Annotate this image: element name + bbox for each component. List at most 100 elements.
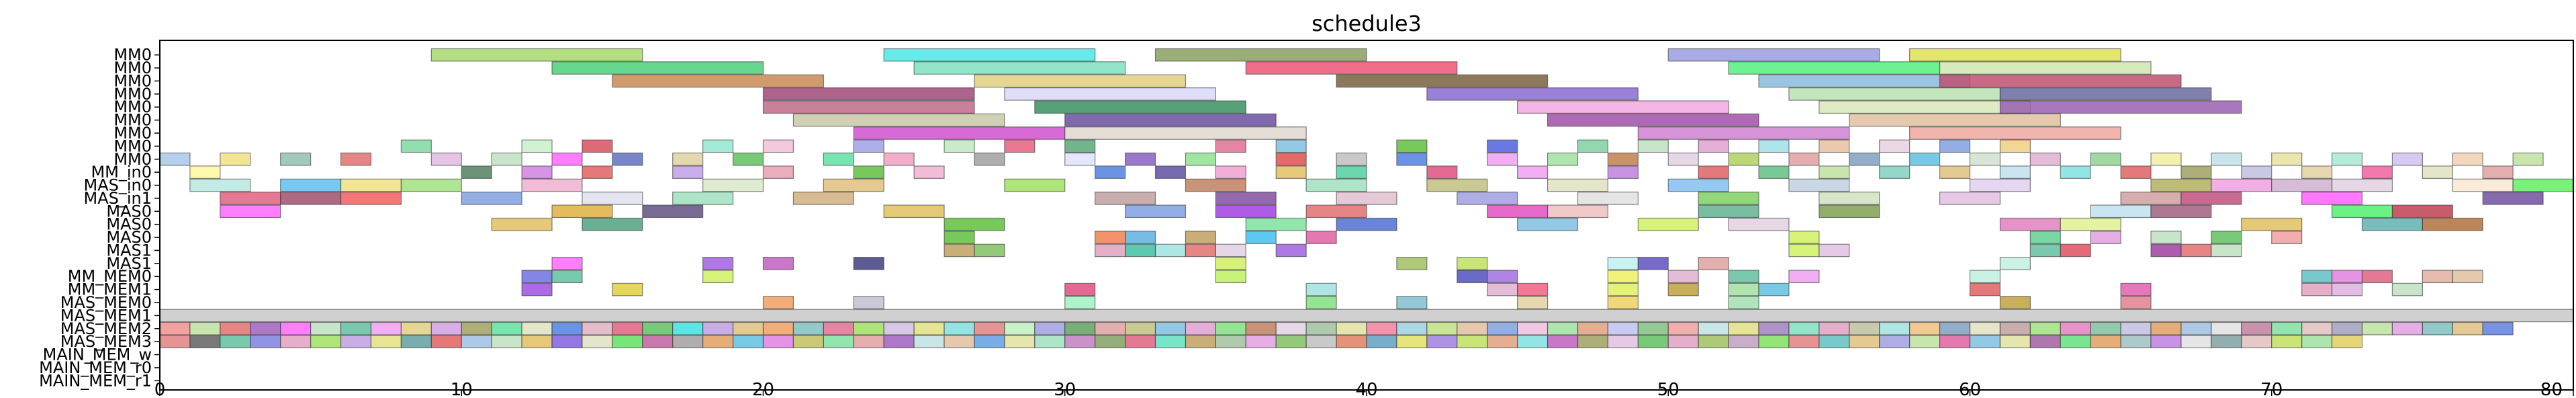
bar-mas-mem3-370 xyxy=(853,335,884,348)
bar-mas-mem2-311 xyxy=(1426,321,1458,335)
bar-mas-mem2-299 xyxy=(1064,321,1096,335)
bar-mm-mem1-246 xyxy=(1305,282,1337,296)
bar-mm0-38 xyxy=(853,139,884,153)
bar-mas-mem2-309 xyxy=(1366,321,1397,335)
bar-mm0-46 xyxy=(1577,139,1609,153)
bar-mas-mem3-407 xyxy=(1969,335,2001,348)
bar-mas0-178 xyxy=(944,217,1005,231)
bar-mm0-56 xyxy=(280,152,312,166)
bar-mm-mem0-238 xyxy=(2301,270,2333,284)
bar-mm-in0-114 xyxy=(2120,165,2152,179)
y-tick-label: MAS0 xyxy=(106,228,152,247)
bar-mas-mem2-317 xyxy=(1607,321,1639,335)
bar-mas1-212 xyxy=(2060,243,2091,257)
bar-mas-mem3-395 xyxy=(1607,335,1639,348)
bar-mas-mem2-328 xyxy=(1939,321,1971,335)
bar-mas0-197 xyxy=(2090,231,2121,244)
bar-mm0-18 xyxy=(1788,87,2001,101)
bar-mas-mem2-330 xyxy=(1999,321,2031,335)
bar-mm0-42 xyxy=(1215,139,1246,153)
bar-mm-in0-106 xyxy=(1607,165,1639,179)
bar-mas0-171 xyxy=(1819,204,1880,218)
bar-mas-mem3-355 xyxy=(400,335,432,348)
bar-mas-mem2-286 xyxy=(672,321,704,335)
bar-mas-mem3-363 xyxy=(642,335,674,348)
bar-mas-in1-148 xyxy=(792,192,854,205)
bar-mas-mem3-374 xyxy=(974,335,1005,348)
bar-mas-mem2-271 xyxy=(220,321,251,335)
bar-mas-mem2-306 xyxy=(1275,321,1307,335)
bar-mm0-48 xyxy=(1698,139,1729,153)
bar-mas-mem2-342 xyxy=(2361,321,2393,335)
x-tick-label: 50 xyxy=(1657,380,1680,398)
bar-mas0-170 xyxy=(1698,204,1759,218)
bar-mas-in1-155 xyxy=(1819,192,1880,205)
bar-mm0-45 xyxy=(1487,139,1518,153)
bar-mas0-165 xyxy=(1124,204,1187,218)
bar-mas-mem3-361 xyxy=(582,335,613,348)
bar-mas-mem3-369 xyxy=(823,335,854,348)
bar-mas0-179 xyxy=(1245,217,1307,231)
bar-mm0-16 xyxy=(1004,87,1216,101)
bar-mas-mem0-266 xyxy=(1999,296,2031,309)
bar-mas0-195 xyxy=(1788,231,1820,244)
bar-mas-mem2-275 xyxy=(340,321,372,335)
chart-title: schedule3 xyxy=(1312,11,1422,36)
bar-mas-mem3-419 xyxy=(2332,335,2363,348)
bar-mas-mem0-263 xyxy=(1517,296,1549,309)
bar-mas1-213 xyxy=(2150,243,2182,257)
y-tick-label: MM_MEM0 xyxy=(68,267,152,286)
bar-mm0-62 xyxy=(672,152,704,166)
bar-mas0-177 xyxy=(582,217,643,231)
bar-mas-mem2-315 xyxy=(1547,321,1579,335)
bar-mm0-31 xyxy=(1637,126,1850,140)
bar-mas-mem2-326 xyxy=(1879,321,1911,335)
bar-mas-mem2-323 xyxy=(1788,321,1820,335)
y-tick-label: MAS_MEM3 xyxy=(60,332,152,351)
bar-mm0-78 xyxy=(1788,152,1820,166)
bar-mm0-29 xyxy=(853,126,1066,140)
bar-mm0-2 xyxy=(1154,48,1367,62)
bar-mas-in1-150 xyxy=(1215,192,1277,205)
bar-mm-in0-96 xyxy=(762,165,794,179)
bar-mas-mem0-267 xyxy=(2120,296,2152,309)
bar-mm-in0-113 xyxy=(2060,165,2091,179)
bar-mas-mem0-264 xyxy=(1607,296,1639,309)
bar-mm0-19 xyxy=(1999,87,2212,101)
bar-mas-mem2-343 xyxy=(2391,321,2423,335)
bar-mm-mem1-243 xyxy=(521,282,553,296)
bar-mm-mem1-249 xyxy=(1607,282,1639,296)
bar-mas-mem2-287 xyxy=(702,321,734,335)
bar-mas0-176 xyxy=(491,217,553,231)
bar-mas-mem2-321 xyxy=(1728,321,1759,335)
bar-mas0-190 xyxy=(1095,231,1126,244)
bar-mas-mem3-351 xyxy=(280,335,312,348)
bar-mas-in0-122 xyxy=(280,178,342,192)
bar-mas0-172 xyxy=(2090,204,2152,218)
bar-mm0-51 xyxy=(1879,139,1911,153)
x-tick-label: 20 xyxy=(752,380,774,398)
bar-mas-mem2-305 xyxy=(1245,321,1277,335)
bar-mas0-166 xyxy=(1215,204,1277,218)
bar-mas-mem2-296 xyxy=(974,321,1005,335)
bar-mas-mem2-329 xyxy=(1969,321,2001,335)
bar-mm-in0-100 xyxy=(1154,165,1187,179)
bar-mas-in0-141 xyxy=(2512,178,2574,192)
bar-mm-in0-91 xyxy=(189,165,221,179)
y-tick-label: MAS_in0 xyxy=(83,176,152,195)
bar-mm0-84 xyxy=(2150,152,2182,166)
bar-mm0-13 xyxy=(1758,74,1971,88)
bar-mm0-21 xyxy=(1034,100,1246,114)
bar-mm-mem1-250 xyxy=(1667,282,1699,296)
bar-mm-mem1-257 xyxy=(2391,282,2423,296)
bar-mm0-25 xyxy=(792,113,1005,127)
bar-mas-mem3-354 xyxy=(370,335,402,348)
bar-mm-mem0-241 xyxy=(2422,270,2453,284)
bar-mas1-209 xyxy=(1788,243,1820,257)
bar-mas-mem3-385 xyxy=(1305,335,1337,348)
bar-mas0-173 xyxy=(2150,204,2212,218)
y-tick-label: MM0 xyxy=(113,97,152,116)
bar-mas-mem3-388 xyxy=(1396,335,1428,348)
bar-mas0-163 xyxy=(642,204,704,218)
bar-mm0-6 xyxy=(913,61,1126,75)
